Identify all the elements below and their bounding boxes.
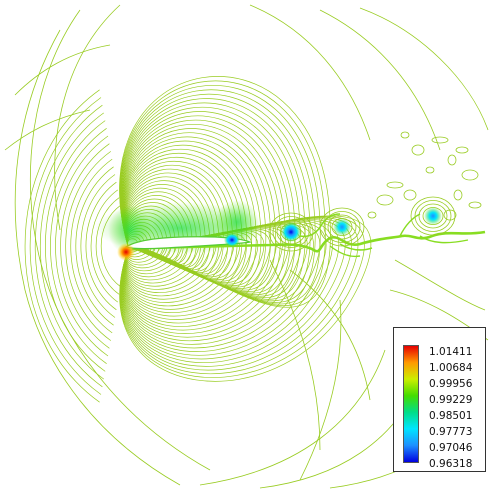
contour-line	[34, 104, 103, 388]
contour-line	[54, 4, 121, 231]
contour-line	[85, 181, 117, 311]
contour-line	[24, 89, 100, 403]
colorbar-legend: 1.01411 1.00684 0.99956 0.99229 0.98501 …	[393, 327, 486, 472]
contour-line	[55, 135, 109, 357]
colorbar-label-8: 0.96318	[429, 458, 473, 470]
wake-eddy	[367, 211, 377, 219]
vortex-ring	[272, 216, 310, 248]
contour-line	[60, 143, 110, 349]
airfoil	[124, 236, 253, 250]
wake-eddy	[468, 201, 482, 209]
wake-eddy	[403, 189, 417, 201]
wake-noise	[268, 131, 482, 252]
colorbar-label-6: 0.97773	[429, 426, 473, 438]
vortex-ring	[418, 203, 448, 229]
contour-line	[269, 259, 321, 451]
contour-line	[95, 197, 120, 295]
colorbar-label-4: 0.99229	[429, 394, 473, 406]
contour-line	[70, 158, 113, 334]
contour-line	[14, 44, 111, 96]
vortex-ring	[319, 207, 365, 247]
contour-line	[14, 29, 181, 486]
wake-eddy	[461, 169, 479, 181]
contour-line	[319, 9, 441, 151]
wake-eddy	[400, 131, 410, 139]
extremes	[117, 207, 442, 261]
colorbar-gradient	[403, 345, 419, 463]
vortex-ring	[327, 214, 357, 240]
wake-eddy	[453, 189, 463, 201]
wake-eddy	[411, 144, 425, 156]
colorbar-label-1: 1.01411	[429, 346, 473, 358]
colorbar-label-7: 0.97046	[429, 442, 473, 454]
vortex-ring	[268, 212, 314, 252]
colorbar-label-2: 1.00684	[429, 362, 473, 374]
vortex-ring	[410, 196, 456, 236]
colorbar-label-5: 0.98501	[429, 410, 473, 422]
contour-line	[299, 299, 342, 481]
colorbar-label-3: 0.99956	[429, 378, 473, 390]
contour-line	[45, 120, 106, 372]
vortex-ring	[323, 211, 361, 243]
contour-line	[90, 189, 119, 303]
wake-eddy	[376, 194, 394, 206]
contour-line	[199, 349, 386, 486]
contour-line	[119, 76, 331, 308]
contour-line	[75, 166, 114, 326]
contour-line	[249, 4, 371, 141]
contour-line	[65, 151, 112, 341]
wake-eddy	[425, 166, 435, 174]
wake-eddy	[431, 136, 449, 144]
contour-line	[50, 128, 107, 364]
contour-line	[359, 7, 489, 131]
vortex-ring	[276, 219, 306, 245]
contour-line	[29, 9, 211, 471]
wake-eddy	[447, 154, 457, 166]
vortex-ring	[414, 200, 452, 232]
contour-line	[29, 97, 102, 395]
contour-line	[40, 112, 105, 380]
wake-eddy	[386, 181, 404, 189]
contour-line	[4, 109, 91, 151]
wake-eddy	[455, 146, 469, 154]
contour-line	[80, 174, 116, 318]
contour-line	[394, 259, 486, 311]
